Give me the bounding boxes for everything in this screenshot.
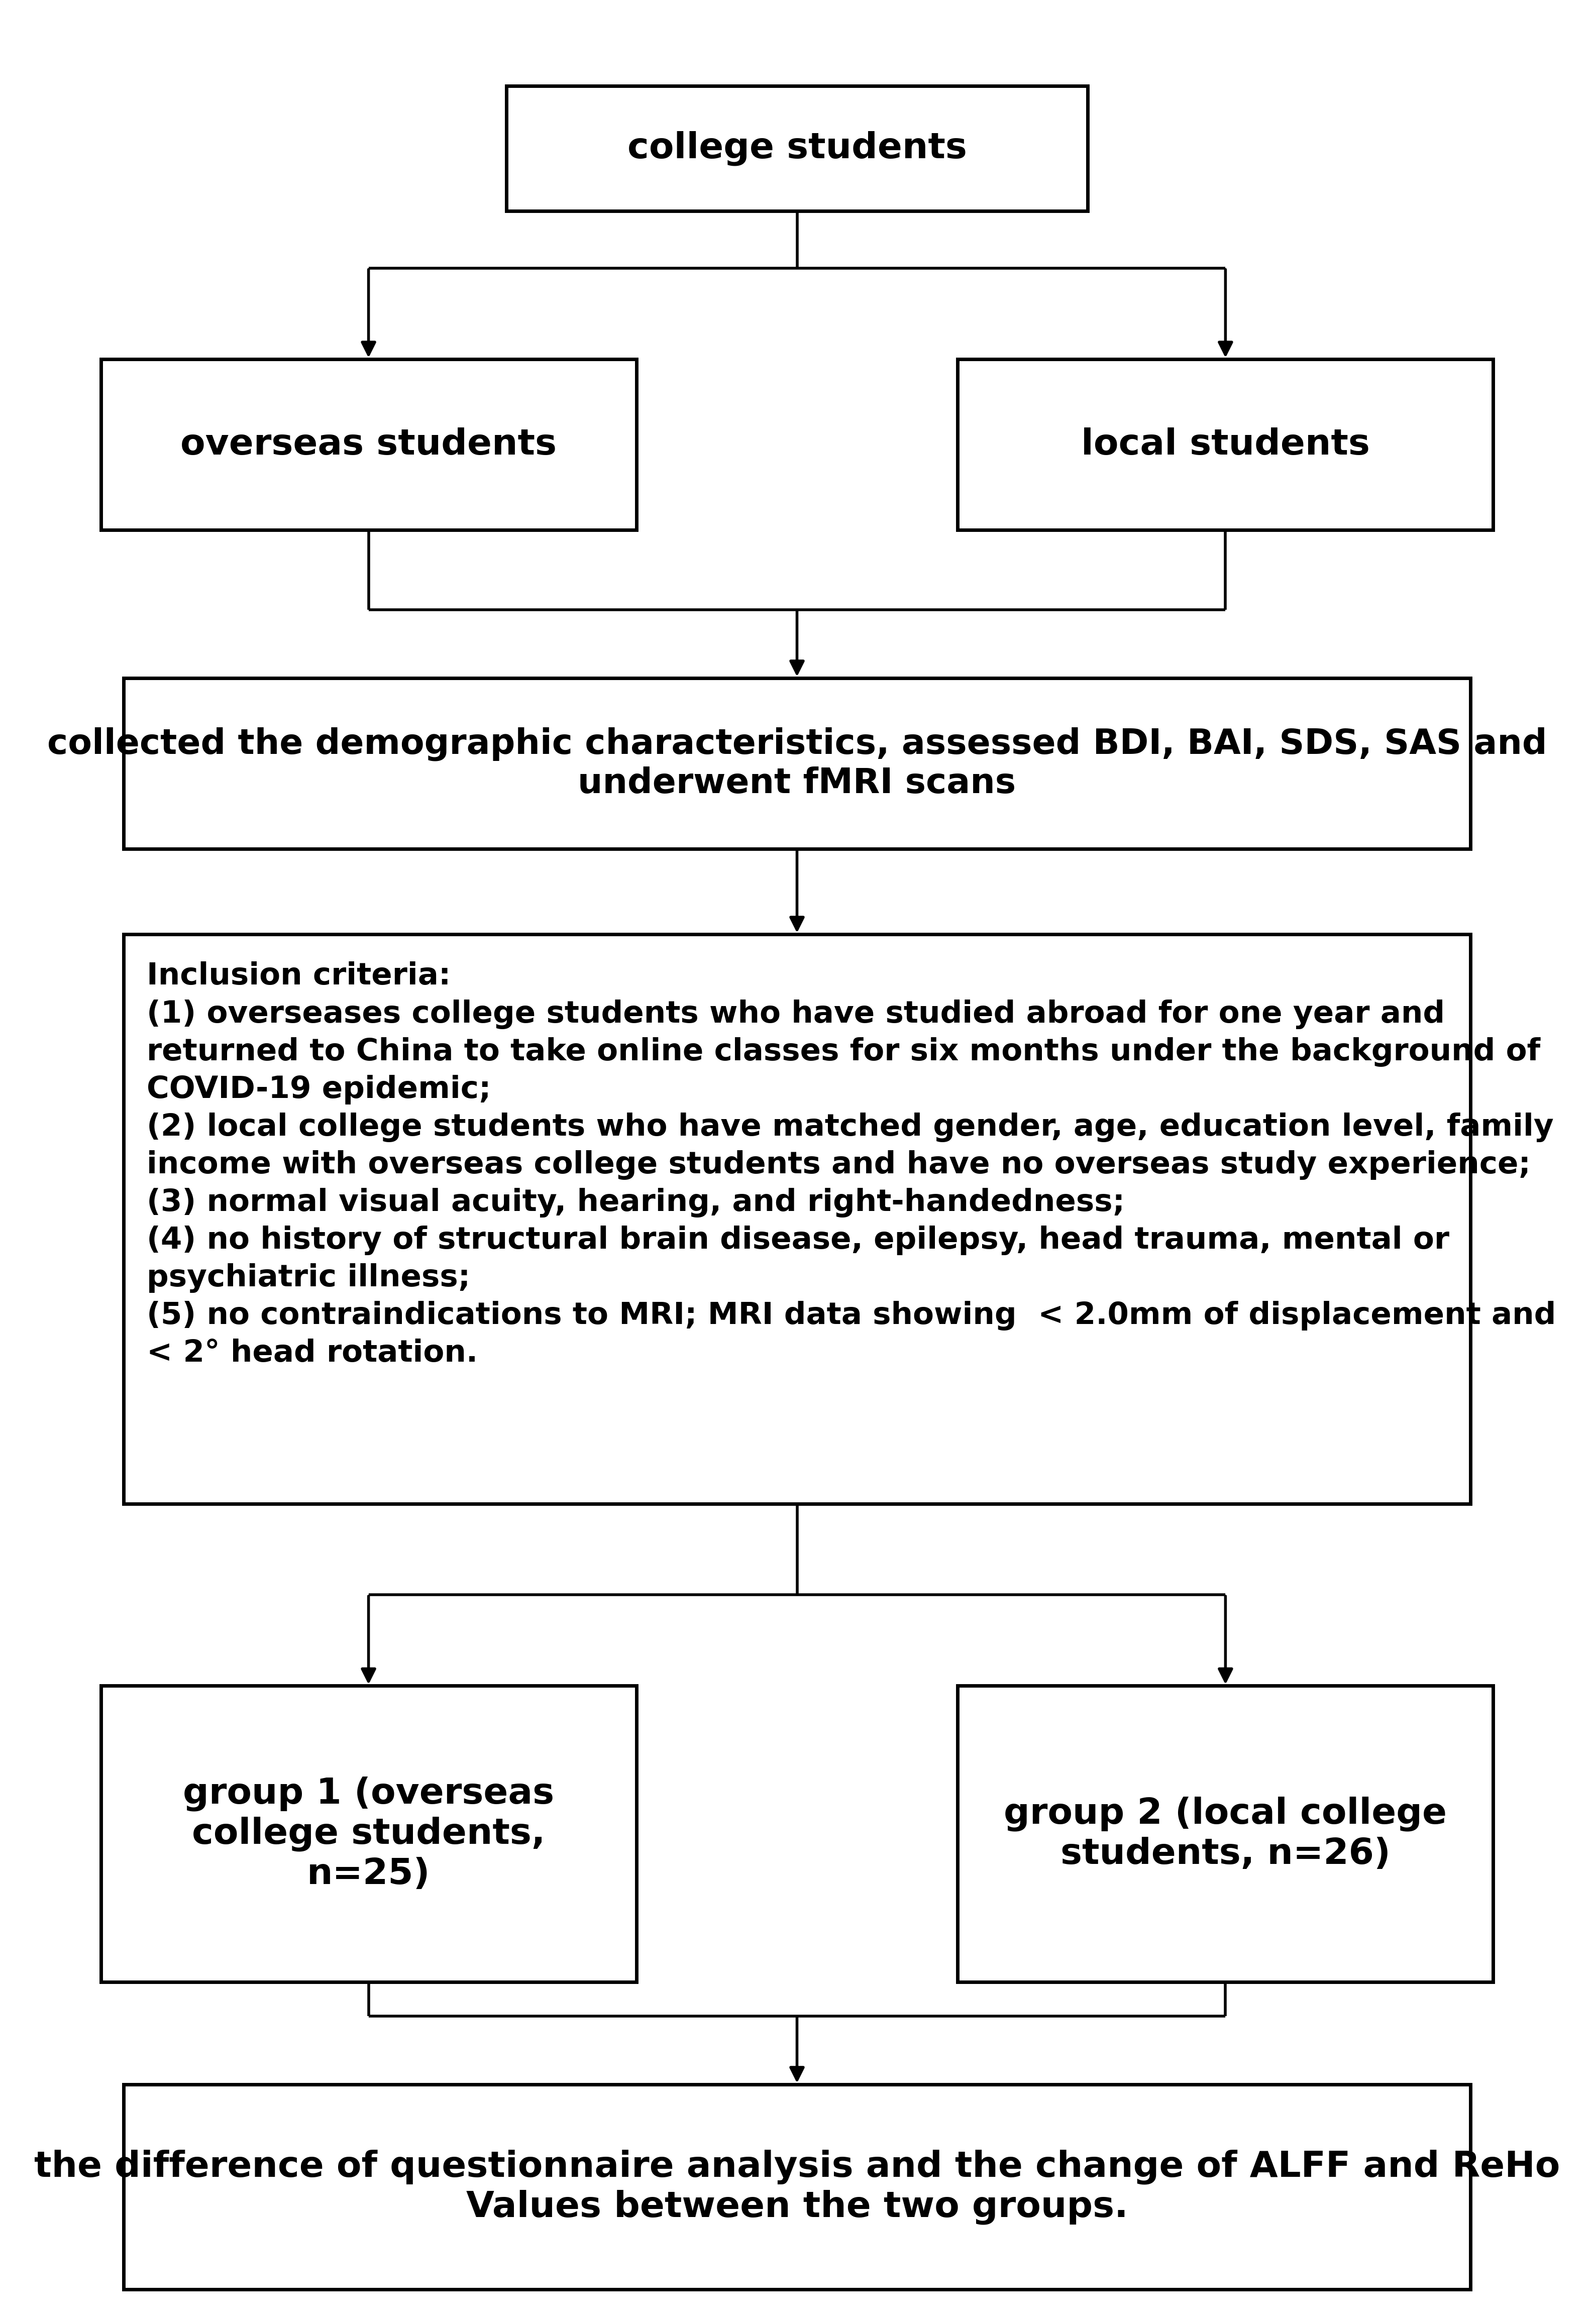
FancyBboxPatch shape [507,86,1087,211]
Text: college students: college students [626,130,968,165]
Text: Inclusion criteria:
(1) overseases college students who have studied abroad for : Inclusion criteria: (1) overseases colle… [147,962,1556,1369]
Text: collected the demographic characteristics, assessed BDI, BAI, SDS, SAS and
under: collected the demographic characteristic… [48,727,1546,799]
FancyBboxPatch shape [124,934,1470,1504]
Text: the difference of questionnaire analysis and the change of ALFF and ReHo
Values : the difference of questionnaire analysis… [33,2150,1561,2224]
FancyBboxPatch shape [124,2085,1470,2289]
Text: overseas students: overseas students [180,428,556,462]
Text: local students: local students [1081,428,1369,462]
Text: group 2 (local college
students, n=26): group 2 (local college students, n=26) [1004,1796,1447,1871]
Text: group 1 (overseas
college students,
n=25): group 1 (overseas college students, n=25… [183,1776,555,1892]
FancyBboxPatch shape [958,360,1494,530]
FancyBboxPatch shape [100,1685,636,1982]
FancyBboxPatch shape [958,1685,1494,1982]
FancyBboxPatch shape [100,360,636,530]
FancyBboxPatch shape [124,679,1470,848]
